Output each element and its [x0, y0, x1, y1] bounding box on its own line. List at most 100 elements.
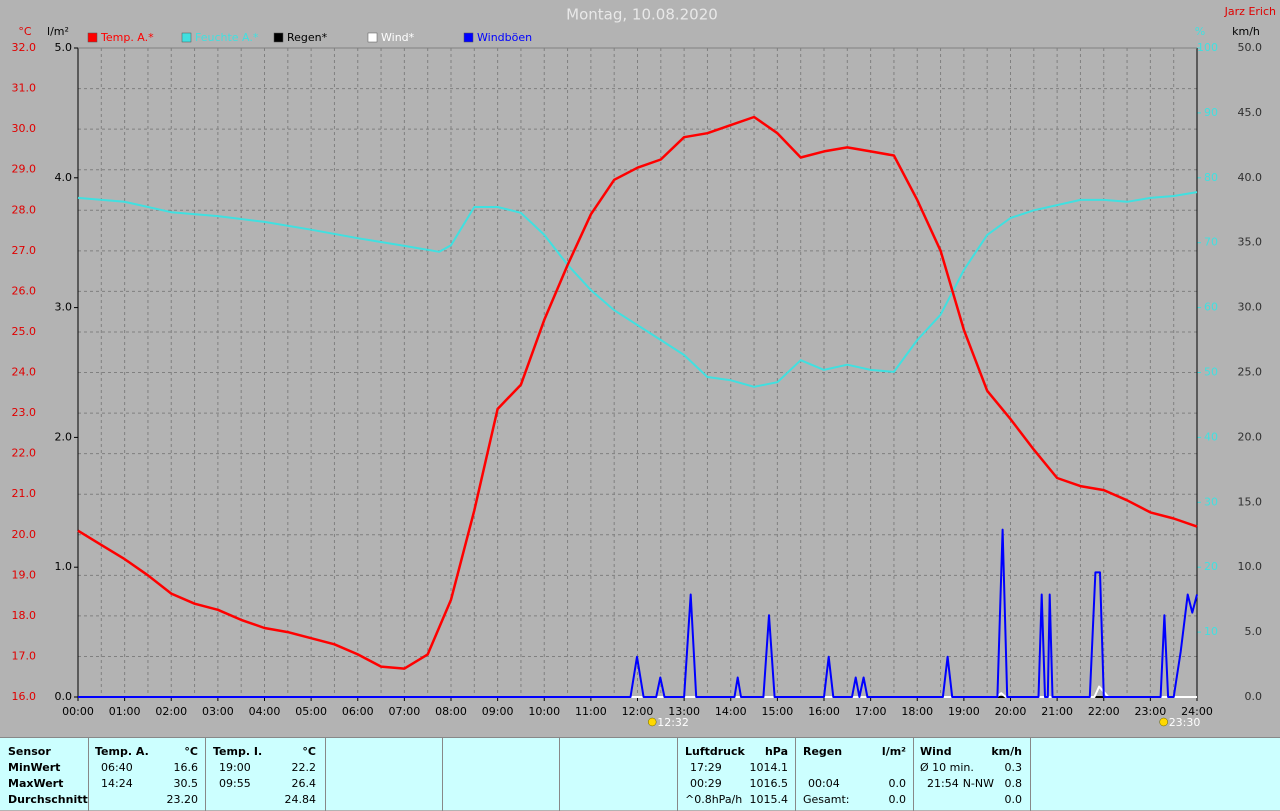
cell: 0.0: [888, 793, 907, 806]
y3-tick-label: 10: [1204, 625, 1218, 638]
y4-tick-label: 25.0: [1238, 366, 1263, 379]
x-tick-label: 06:00: [342, 705, 374, 718]
cell: hPa: [764, 745, 788, 758]
y4-axis-unit: km/h: [1232, 25, 1260, 38]
y2-tick-label: 0.0: [55, 690, 73, 703]
legend-label: Windböen: [477, 31, 532, 44]
y3-tick-label: 30: [1204, 495, 1218, 508]
x-tick-label: 09:00: [482, 705, 514, 718]
y2-tick-label: 3.0: [55, 301, 73, 314]
y-tick-label: 25.0: [12, 325, 37, 338]
y-tick-label: 31.0: [12, 82, 37, 95]
cell: MinWert: [8, 761, 61, 774]
y3-tick-label: 80: [1204, 171, 1218, 184]
y3-tick-label: 20: [1204, 560, 1218, 573]
cell: km/h: [991, 745, 1022, 758]
x-tick-label: 21:00: [1041, 705, 1073, 718]
y-tick-label: 19.0: [12, 568, 37, 581]
x-tick-label: 04:00: [249, 705, 281, 718]
cell: Temp. A.: [95, 745, 149, 758]
legend-label: Feuchte A.*: [195, 31, 259, 44]
x-tick-label: 11:00: [575, 705, 607, 718]
cell: 1016.5: [749, 777, 789, 790]
y4-tick-label: 15.0: [1238, 495, 1263, 508]
cell: Ø 10 min.: [920, 761, 974, 774]
y-tick-label: 21.0: [12, 487, 37, 500]
cell: 00:04: [808, 777, 840, 790]
x-tick-label: 15:00: [762, 705, 794, 718]
legend-swatch: [273, 32, 284, 43]
cell: 06:40: [101, 761, 133, 774]
y-tick-label: 27.0: [12, 244, 37, 257]
y4-tick-label: 5.0: [1245, 625, 1263, 638]
y2-tick-label: 1.0: [55, 560, 73, 573]
cell: Temp. I.: [213, 745, 263, 758]
y4-tick-label: 30.0: [1238, 301, 1263, 314]
cell: 30.5: [173, 777, 199, 790]
y4-tick-label: 40.0: [1238, 171, 1263, 184]
y3-tick-label: 40: [1204, 430, 1218, 443]
x-tick-label: 08:00: [435, 705, 467, 718]
separator: [325, 738, 326, 811]
cell: °C: [184, 745, 198, 758]
legend-label: Temp. A.*: [100, 31, 154, 44]
y3-tick-label: 90: [1204, 106, 1218, 119]
separator: [677, 738, 678, 811]
cell: Sensor: [8, 745, 51, 758]
cell: Luftdruck: [685, 745, 745, 758]
cell: ^0.8hPa/h: [685, 793, 743, 806]
y-tick-label: 24.0: [12, 366, 37, 379]
y-tick-label: 28.0: [12, 203, 37, 216]
author: Jarz Erich: [1224, 5, 1276, 18]
separator: [442, 738, 443, 811]
separator: [795, 738, 796, 811]
y4-tick-label: 10.0: [1238, 560, 1263, 573]
cell: l/m²: [881, 745, 906, 758]
y-tick-label: 20.0: [12, 528, 37, 541]
y-tick-label: 32.0: [12, 41, 37, 54]
y3-tick-label: 100: [1197, 41, 1218, 54]
x-tick-label: 01:00: [109, 705, 141, 718]
y-tick-label: 30.0: [12, 122, 37, 135]
cell: Gesamt:: [803, 793, 850, 806]
y-tick-label: 23.0: [12, 406, 37, 419]
annotation-icon: [1159, 717, 1168, 727]
x-tick-label: 20:00: [995, 705, 1027, 718]
y2-tick-label: 5.0: [55, 41, 73, 54]
legend-label: Regen*: [287, 31, 328, 44]
y4-tick-label: 0.0: [1245, 690, 1263, 703]
y2-tick-label: 2.0: [55, 430, 73, 443]
cell: Durchschnitt: [8, 793, 88, 806]
y-axis-unit: °C: [18, 25, 32, 38]
x-tick-label: 13:00: [668, 705, 700, 718]
annotation-icon: [647, 717, 657, 727]
y-tick-label: 16.0: [12, 690, 37, 703]
legend-swatch: [87, 32, 98, 43]
x-tick-label: 12:00: [622, 705, 654, 718]
cell: 0.0: [1004, 793, 1023, 806]
x-tick-label: 24:00: [1181, 705, 1213, 718]
y-tick-label: 29.0: [12, 163, 37, 176]
series-line: [78, 528, 1198, 698]
stats-panel: Sensor MinWert MaxWert Durchschnitt Temp…: [0, 737, 1280, 811]
cell: 14:24: [101, 777, 133, 790]
cell: Wind: [920, 745, 952, 758]
x-tick-label: 07:00: [389, 705, 421, 718]
y4-tick-label: 50.0: [1238, 41, 1263, 54]
x-tick-label: 05:00: [295, 705, 327, 718]
cell: 19:00: [219, 761, 251, 774]
x-tick-label: 23:00: [1135, 705, 1167, 718]
separator: [1030, 738, 1031, 811]
y3-axis-unit: %: [1195, 25, 1205, 38]
separator: [88, 738, 89, 811]
cell: 24.84: [284, 793, 317, 806]
x-tick-label: 14:00: [715, 705, 747, 718]
series-line: [77, 191, 1198, 388]
legend-swatch: [181, 32, 192, 43]
cell: 23.20: [166, 793, 199, 806]
y2-axis-unit: l/m²: [47, 25, 69, 38]
x-tick-label: 03:00: [202, 705, 234, 718]
x-tick-label: 10:00: [528, 705, 560, 718]
x-tick-label: 02:00: [155, 705, 187, 718]
